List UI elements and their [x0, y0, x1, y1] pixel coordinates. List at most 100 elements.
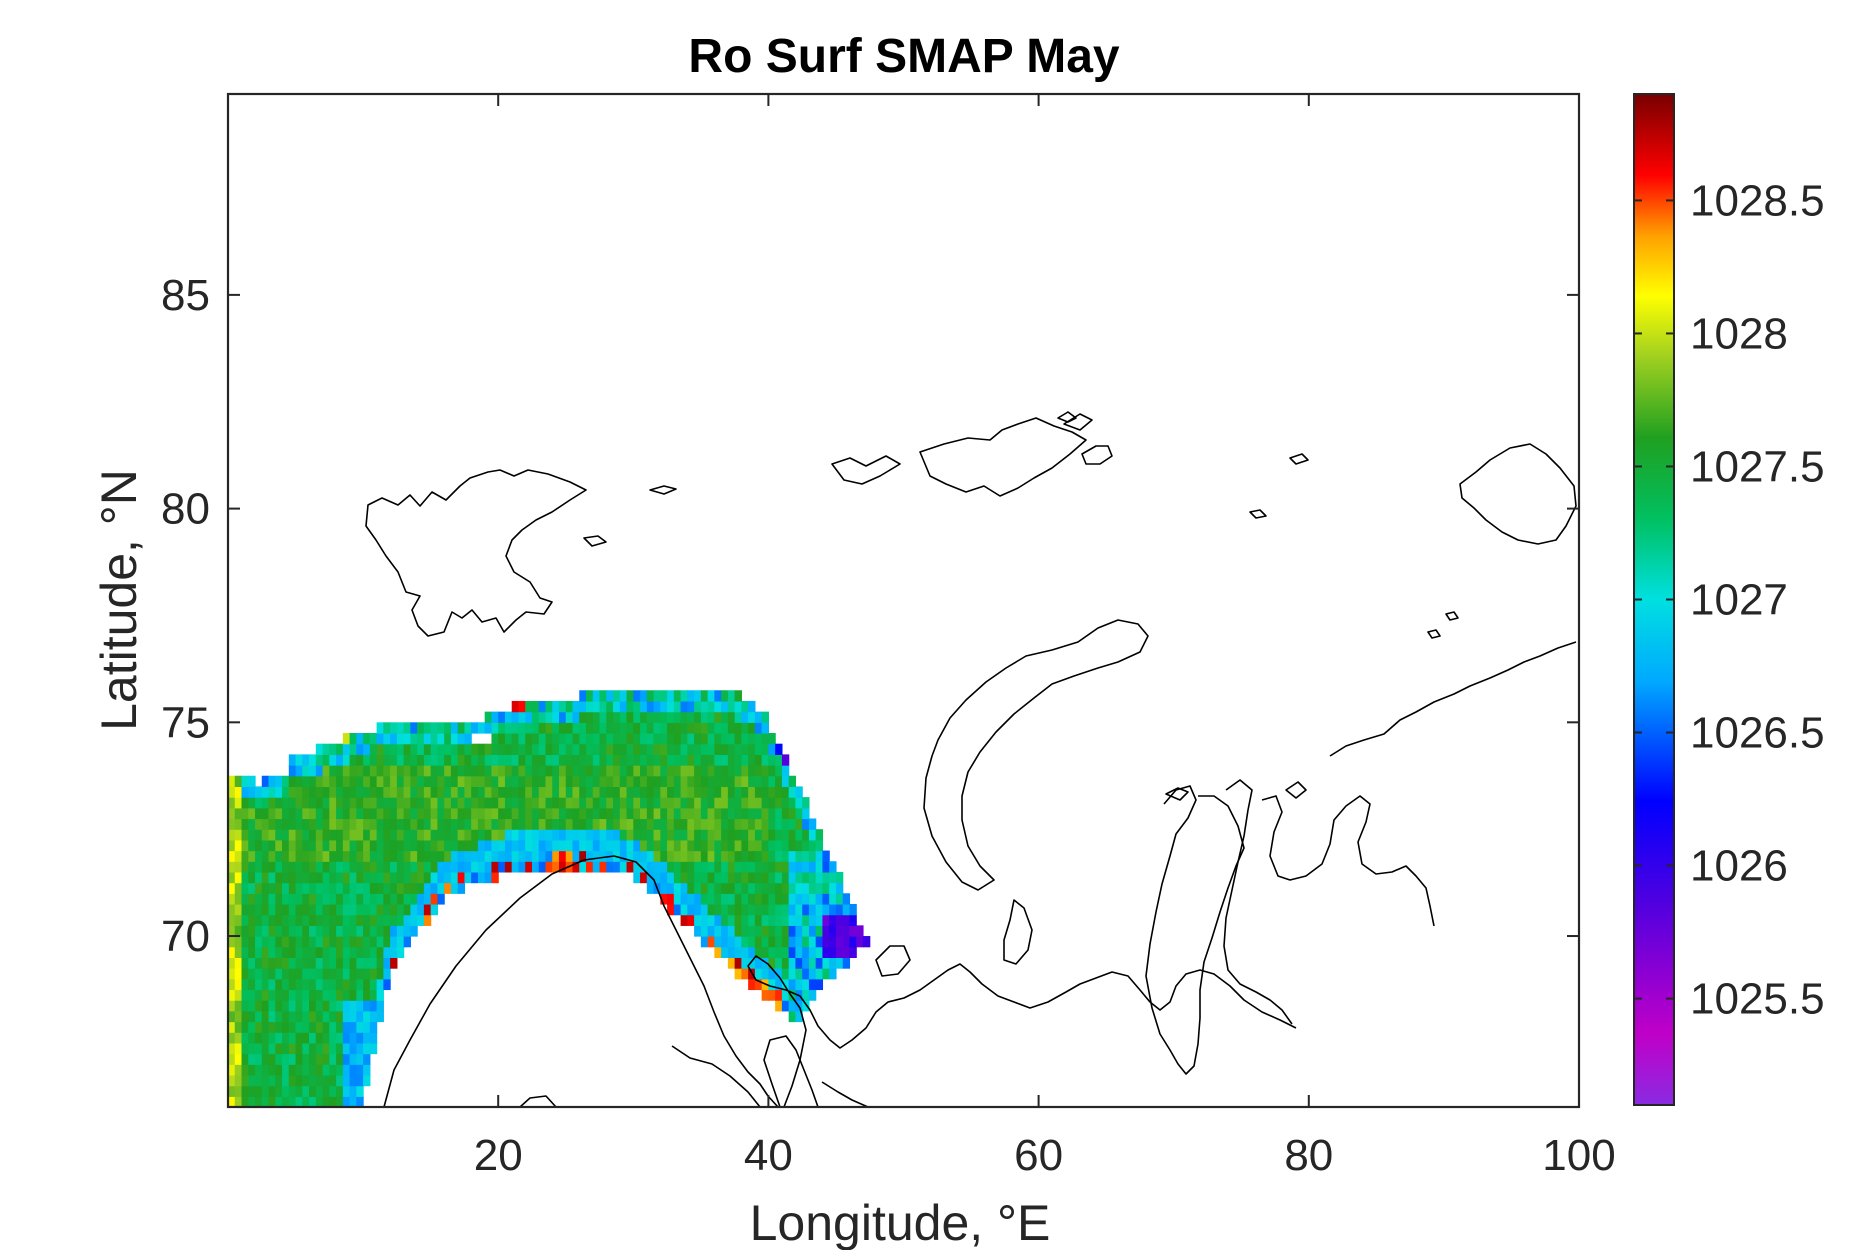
heatmap-cell	[248, 978, 256, 991]
x-tick-label: 100	[1542, 1131, 1615, 1180]
heatmap-cell	[788, 871, 797, 884]
heatmap-cell	[248, 968, 256, 980]
heatmap-cell	[579, 775, 587, 788]
heatmap-cell	[288, 1000, 297, 1012]
heatmap-cell	[687, 754, 695, 766]
heatmap-cell	[282, 850, 290, 862]
heatmap-cell	[275, 871, 283, 884]
heatmap-cell	[741, 850, 749, 862]
heatmap-cell	[768, 914, 776, 926]
heatmap-cell	[511, 786, 520, 798]
heatmap-cell	[228, 1096, 236, 1107]
heatmap-cell	[491, 850, 499, 862]
heatmap-cell	[356, 1032, 364, 1044]
heatmap-cell	[329, 1021, 337, 1033]
heatmap-cell	[349, 775, 357, 788]
heatmap-cell	[349, 882, 357, 894]
heatmap-cell	[788, 946, 797, 959]
heatmap-cell	[302, 903, 310, 916]
heatmap-cell	[538, 829, 547, 841]
heatmap-cell	[241, 1053, 249, 1065]
heatmap-cell	[363, 1074, 371, 1087]
heatmap-cell	[383, 946, 391, 959]
heatmap-cell	[727, 946, 736, 959]
heatmap-cell	[727, 786, 736, 798]
heatmap-cell	[315, 882, 324, 894]
heatmap-cell	[417, 818, 425, 830]
heatmap-cell	[302, 882, 310, 894]
heatmap-cell	[228, 839, 236, 852]
heatmap-cell	[660, 850, 668, 862]
heatmap-cell	[363, 893, 371, 905]
heatmap-cell	[592, 700, 601, 713]
heatmap-cell	[295, 1074, 303, 1087]
heatmap-cell	[288, 989, 297, 1001]
heatmap-cell	[336, 1000, 344, 1012]
heatmap-cell	[633, 711, 641, 723]
heatmap-cell	[288, 936, 297, 948]
heatmap-cell	[781, 807, 790, 820]
heatmap-cell	[444, 882, 452, 894]
heatmap-cell	[268, 786, 276, 798]
heatmap-cell	[667, 861, 675, 873]
heatmap-cell	[437, 786, 445, 798]
heatmap-cell	[781, 968, 790, 980]
heatmap-cell	[781, 957, 790, 969]
heatmap-cell	[808, 882, 817, 894]
heatmap-cell	[748, 743, 756, 755]
heatmap-cell	[484, 711, 493, 723]
heatmap-cell	[545, 829, 553, 841]
heatmap-cell	[322, 861, 330, 873]
heatmap-cell	[228, 882, 236, 894]
heatmap-cell	[727, 882, 736, 894]
heatmap-cell	[808, 818, 817, 830]
heatmap-cell	[403, 722, 411, 734]
heatmap-cell	[363, 1010, 371, 1023]
heatmap-cell	[309, 765, 317, 777]
heatmap-cell	[390, 850, 398, 862]
heatmap-cell	[342, 850, 351, 862]
heatmap-cell	[302, 925, 310, 937]
heatmap-cell	[815, 903, 824, 916]
heatmap-cell	[329, 1000, 337, 1012]
heatmap-cell	[626, 839, 634, 852]
heatmap-cell	[268, 936, 276, 948]
heatmap-cell	[288, 903, 297, 916]
heatmap-cell	[423, 850, 432, 862]
heatmap-cell	[275, 1042, 283, 1055]
heatmap-cell	[288, 861, 297, 873]
heatmap-cell	[248, 1032, 256, 1044]
heatmap-cell	[673, 829, 682, 841]
heatmap-cell	[545, 775, 553, 788]
heatmap-cell	[261, 1053, 270, 1065]
heatmap-cell	[457, 882, 466, 894]
heatmap-cell	[754, 882, 763, 894]
heatmap-cell	[403, 861, 411, 873]
heatmap-cell	[444, 850, 452, 862]
heatmap-cell	[241, 829, 249, 841]
heatmap-cell	[511, 829, 520, 841]
heatmap-cell	[423, 871, 432, 884]
heatmap-cell	[707, 754, 715, 766]
heatmap-cell	[714, 807, 722, 820]
heatmap-cell	[613, 690, 621, 702]
heatmap-cell	[545, 807, 553, 820]
heatmap-cell	[302, 1053, 310, 1065]
heatmap-cell	[619, 829, 628, 841]
heatmap-cell	[531, 775, 540, 788]
heatmap-cell	[376, 775, 384, 788]
heatmap-cell	[511, 733, 520, 745]
heatmap-cell	[369, 775, 378, 788]
heatmap-cell	[450, 733, 459, 745]
heatmap-cell	[586, 775, 594, 788]
heatmap-cell	[356, 743, 364, 755]
heatmap-cell	[329, 743, 337, 755]
heatmap-cell	[464, 829, 472, 841]
heatmap-cell	[234, 989, 243, 1001]
heatmap-cell	[775, 797, 783, 809]
heatmap-cell	[734, 829, 742, 841]
heatmap-cell	[336, 936, 344, 948]
heatmap-cell	[369, 925, 378, 937]
heatmap-cell	[248, 1053, 256, 1065]
heatmap-cell	[275, 957, 283, 969]
